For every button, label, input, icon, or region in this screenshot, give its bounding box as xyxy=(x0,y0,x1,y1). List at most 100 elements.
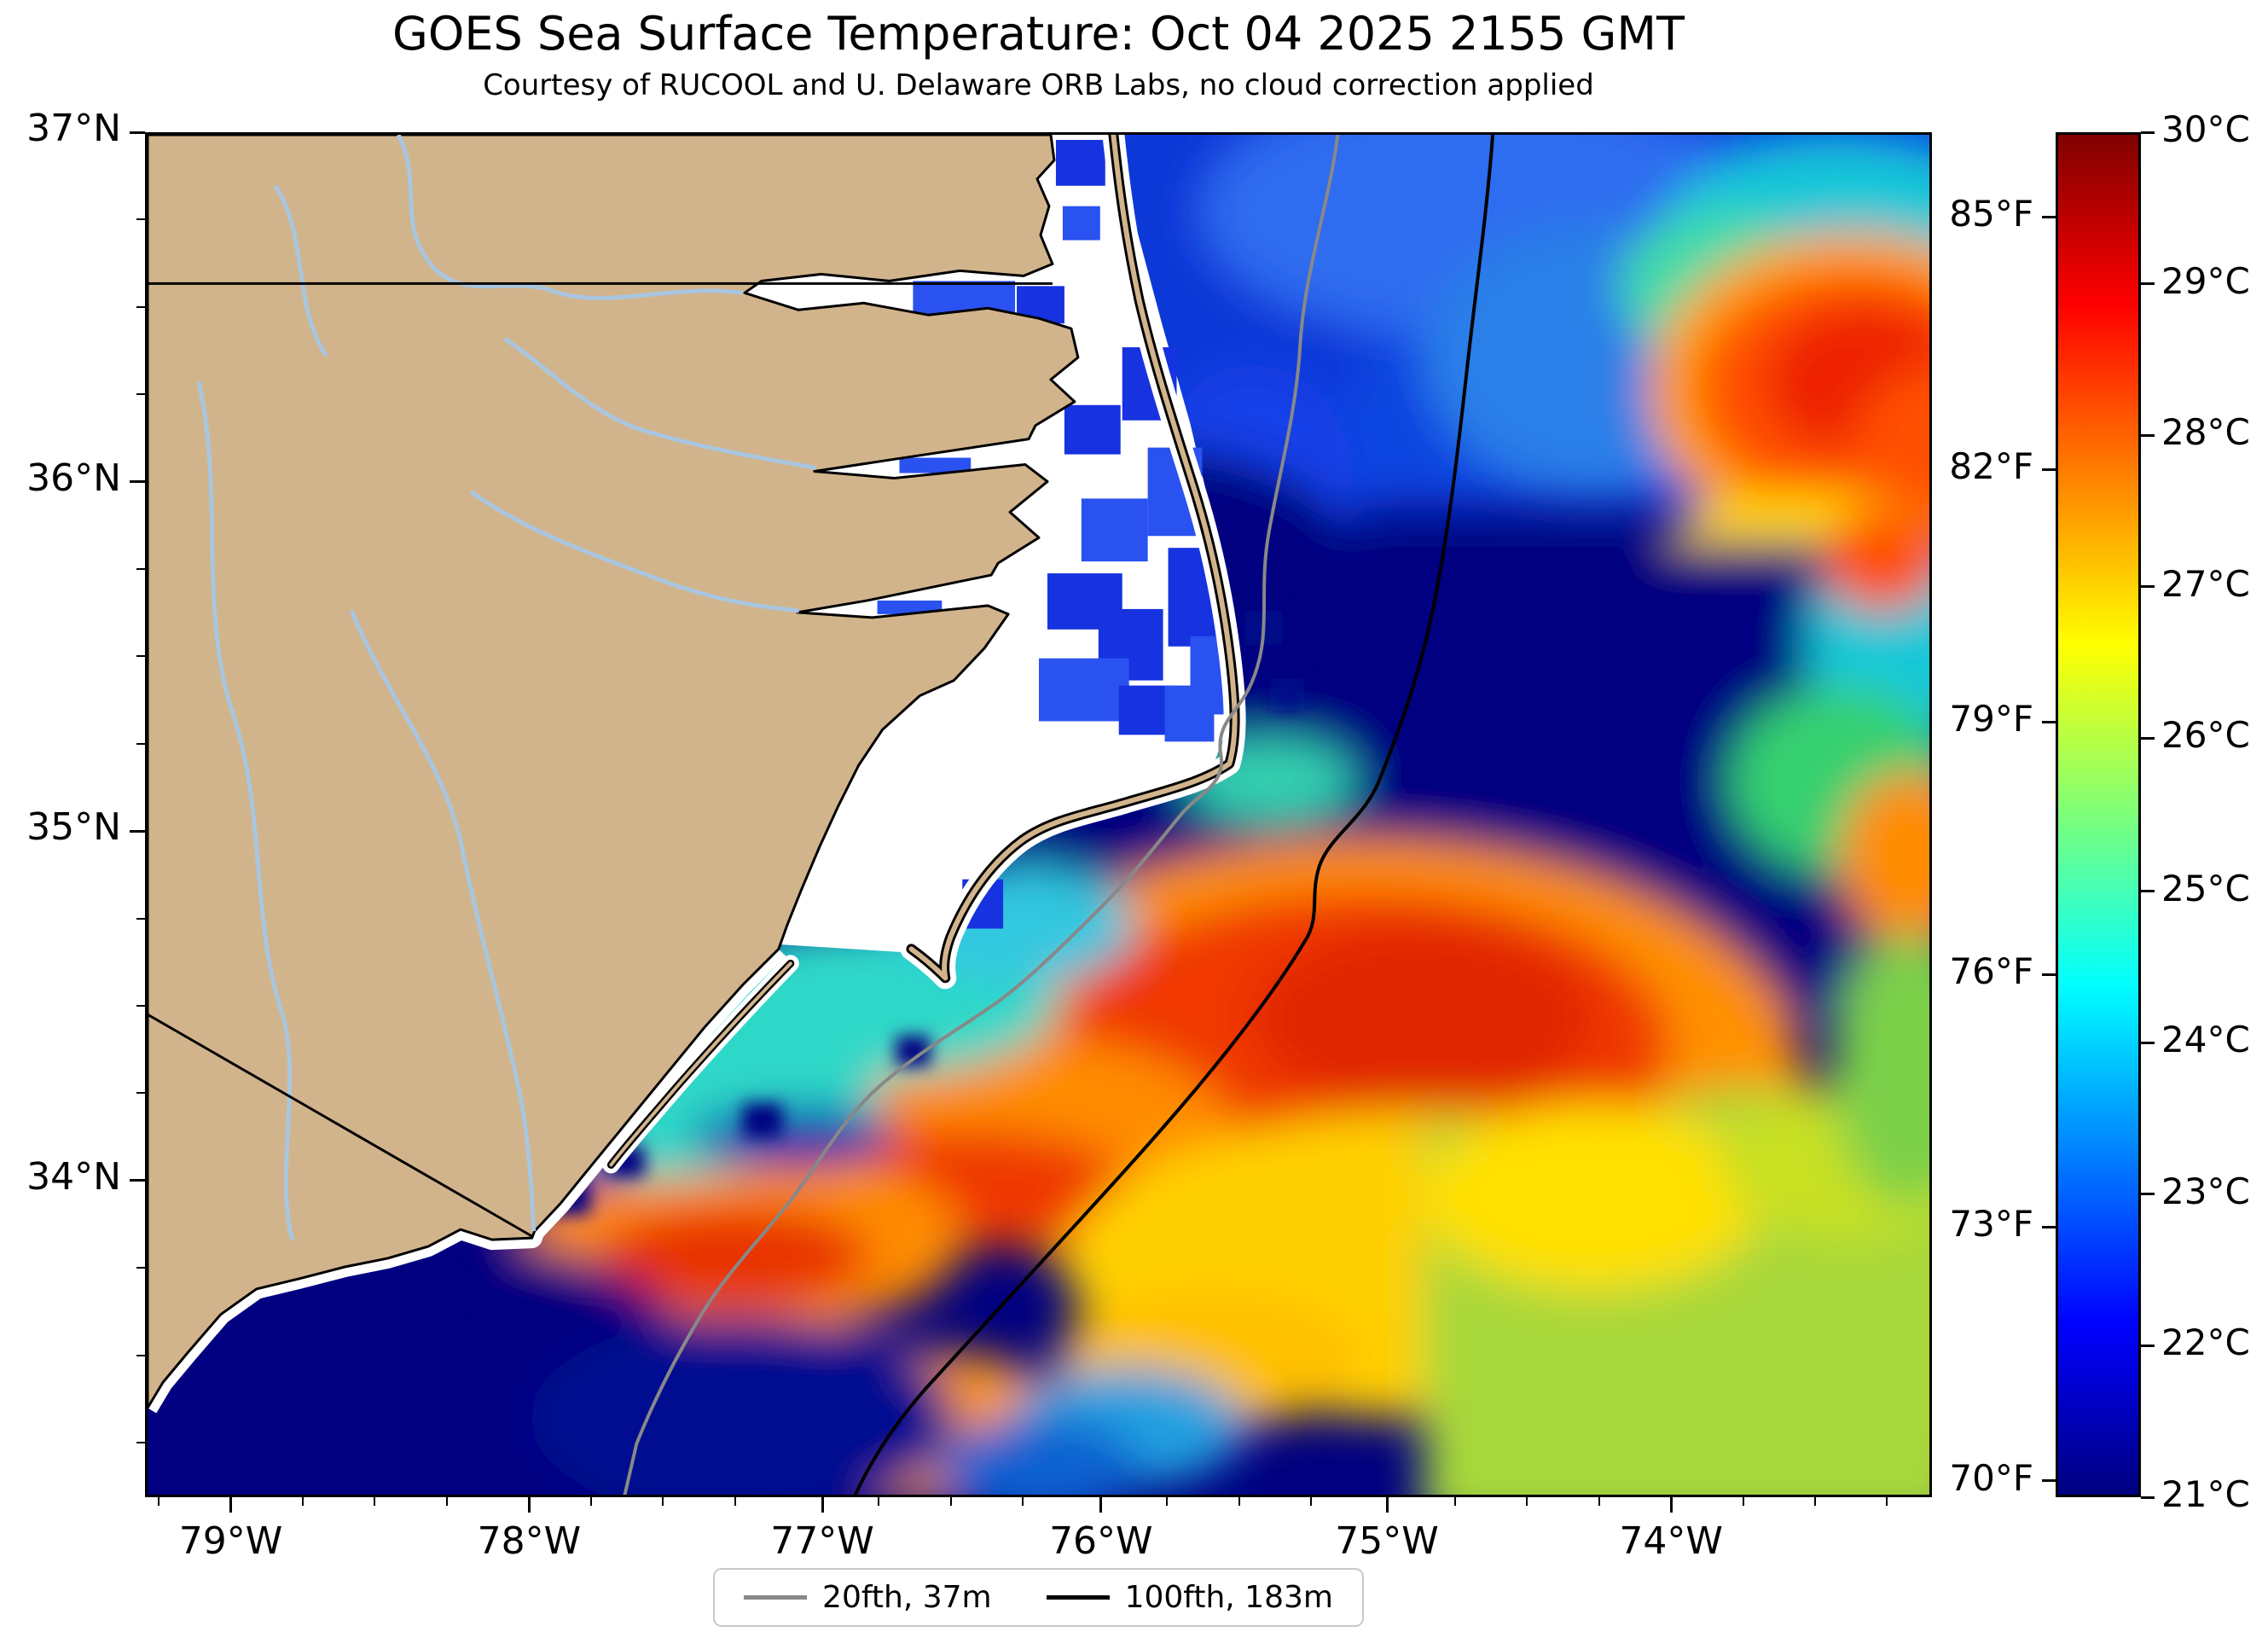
colorbar-f-label: 70°F xyxy=(1949,1456,2033,1499)
colorbar-c-tick xyxy=(2141,131,2155,134)
lat-major-tick xyxy=(130,1179,145,1182)
legend-line-sample xyxy=(744,1595,808,1600)
colorbar-c-label: 28°C xyxy=(2161,411,2250,454)
sst-map xyxy=(148,135,1929,1495)
chart-subtitle: Courtesy of RUCOOL and U. Delaware ORB L… xyxy=(483,68,1594,102)
colorbar-f-label: 85°F xyxy=(1949,193,2033,235)
lat-minor-tick xyxy=(136,393,145,396)
colorbar-c-tick xyxy=(2141,1041,2155,1044)
lat-minor-tick xyxy=(136,1354,145,1356)
legend-label: 20fth, 37m xyxy=(822,1580,992,1615)
lon-minor-tick xyxy=(662,1497,664,1506)
lat-minor-tick xyxy=(136,218,145,221)
lon-minor-tick xyxy=(589,1497,592,1506)
colorbar-f-tick xyxy=(2042,973,2056,976)
state-borders xyxy=(148,282,1053,1238)
lat-minor-tick xyxy=(136,568,145,570)
colorbar-f-tick xyxy=(2042,1225,2056,1228)
lat-major-tick xyxy=(130,829,145,833)
lon-minor-tick xyxy=(301,1497,304,1506)
bathymetry-contour-20fth xyxy=(623,135,1340,1495)
legend-label: 100fth, 183m xyxy=(1124,1580,1333,1615)
lon-minor-tick xyxy=(949,1497,952,1506)
colorbar-f-label: 79°F xyxy=(1949,698,2033,740)
colorbar-c-label: 23°C xyxy=(2161,1170,2250,1212)
colorbar-c-label: 24°C xyxy=(2161,1019,2250,1061)
lon-minor-tick xyxy=(445,1497,448,1506)
colorbar-f-label: 82°F xyxy=(1949,445,2033,488)
lon-minor-tick xyxy=(158,1497,160,1506)
colorbar-c-label: 22°C xyxy=(2161,1321,2250,1364)
lon-minor-tick xyxy=(1598,1497,1600,1506)
lat-tick-label: 34°N xyxy=(26,1154,121,1199)
colorbar-c-label: 26°C xyxy=(2161,714,2250,757)
rivers xyxy=(196,135,817,1240)
legend-item: 100fth, 183m xyxy=(1046,1580,1333,1615)
colorbar-f-tick xyxy=(2042,720,2056,723)
chart-title: GOES Sea Surface Temperature: Oct 04 202… xyxy=(392,7,1685,61)
lon-tick-label: 76°W xyxy=(1049,1519,1153,1563)
outer-banks-barrier-islands xyxy=(602,135,1246,1174)
legend-item: 20fth, 37m xyxy=(744,1580,992,1615)
lat-minor-tick xyxy=(136,1442,145,1443)
colorbar-c-tick xyxy=(2141,890,2155,893)
legend-box: 20fth, 37m 100fth, 183m xyxy=(713,1568,1364,1627)
lon-minor-tick xyxy=(1309,1497,1312,1506)
lon-minor-tick xyxy=(734,1497,736,1506)
colorbar-c-label: 21°C xyxy=(2161,1473,2250,1515)
colorbar-f-tick xyxy=(2042,1479,2056,1483)
lon-minor-tick xyxy=(878,1497,880,1506)
colorbar-f-tick xyxy=(2042,215,2056,218)
lon-major-tick xyxy=(527,1497,531,1513)
lat-minor-tick xyxy=(136,1092,145,1095)
lon-minor-tick xyxy=(1166,1497,1169,1506)
colorbar-c-label: 30°C xyxy=(2161,108,2250,150)
lon-minor-tick xyxy=(1526,1497,1528,1506)
bathymetry-contour-100fth xyxy=(853,135,1495,1495)
lon-tick-label: 78°W xyxy=(477,1519,582,1563)
lon-tick-label: 77°W xyxy=(770,1519,874,1563)
lon-tick-label: 79°W xyxy=(178,1519,283,1563)
colorbar-c-tick xyxy=(2141,736,2155,740)
colorbar-f-label: 73°F xyxy=(1949,1203,2033,1246)
lon-major-tick xyxy=(1385,1497,1389,1513)
sst-field xyxy=(148,135,1929,1495)
lat-major-tick xyxy=(130,480,145,484)
colorbar-f-label: 76°F xyxy=(1949,950,2033,993)
legend-container: 20fth, 37m 100fth, 183m xyxy=(145,1568,1932,1627)
colorbar-c-label: 27°C xyxy=(2161,562,2250,605)
lat-tick-label: 35°N xyxy=(26,805,121,850)
colorbar-c-tick xyxy=(2141,1496,2155,1499)
colorbar-c-tick xyxy=(2141,282,2155,286)
lon-tick-label: 74°W xyxy=(1619,1519,1723,1563)
lon-major-tick xyxy=(1669,1497,1673,1513)
colorbar-c-tick xyxy=(2141,1344,2155,1347)
colorbar-c-label: 29°C xyxy=(2161,259,2250,302)
lon-minor-tick xyxy=(1453,1497,1456,1506)
lon-minor-tick xyxy=(374,1497,376,1506)
legend-line-sample xyxy=(1046,1595,1110,1600)
colorbar-c-tick xyxy=(2141,433,2155,437)
lat-minor-tick xyxy=(136,917,145,920)
lat-tick-label: 36°N xyxy=(26,456,121,500)
lat-tick-label: 37°N xyxy=(26,107,121,150)
lon-minor-tick xyxy=(1238,1497,1240,1506)
colorbar-c-tick xyxy=(2141,1193,2155,1196)
lat-minor-tick xyxy=(136,655,145,658)
lon-tick-label: 75°W xyxy=(1335,1519,1439,1563)
lat-minor-tick xyxy=(136,1267,145,1269)
lon-major-tick xyxy=(229,1497,233,1513)
lon-minor-tick xyxy=(1022,1497,1024,1506)
lon-minor-tick xyxy=(1742,1497,1744,1506)
colorbar-c-label: 25°C xyxy=(2161,867,2250,909)
map-plot-area xyxy=(145,132,1932,1497)
lat-minor-tick xyxy=(136,1005,145,1007)
lat-minor-tick xyxy=(136,305,145,308)
lon-major-tick xyxy=(1099,1497,1103,1513)
colorbar-f-tick xyxy=(2042,468,2056,471)
lat-major-tick xyxy=(130,131,145,134)
lon-major-tick xyxy=(821,1497,824,1513)
lat-minor-tick xyxy=(136,742,145,745)
colorbar-c-tick xyxy=(2141,585,2155,589)
lon-minor-tick xyxy=(1886,1497,1888,1506)
